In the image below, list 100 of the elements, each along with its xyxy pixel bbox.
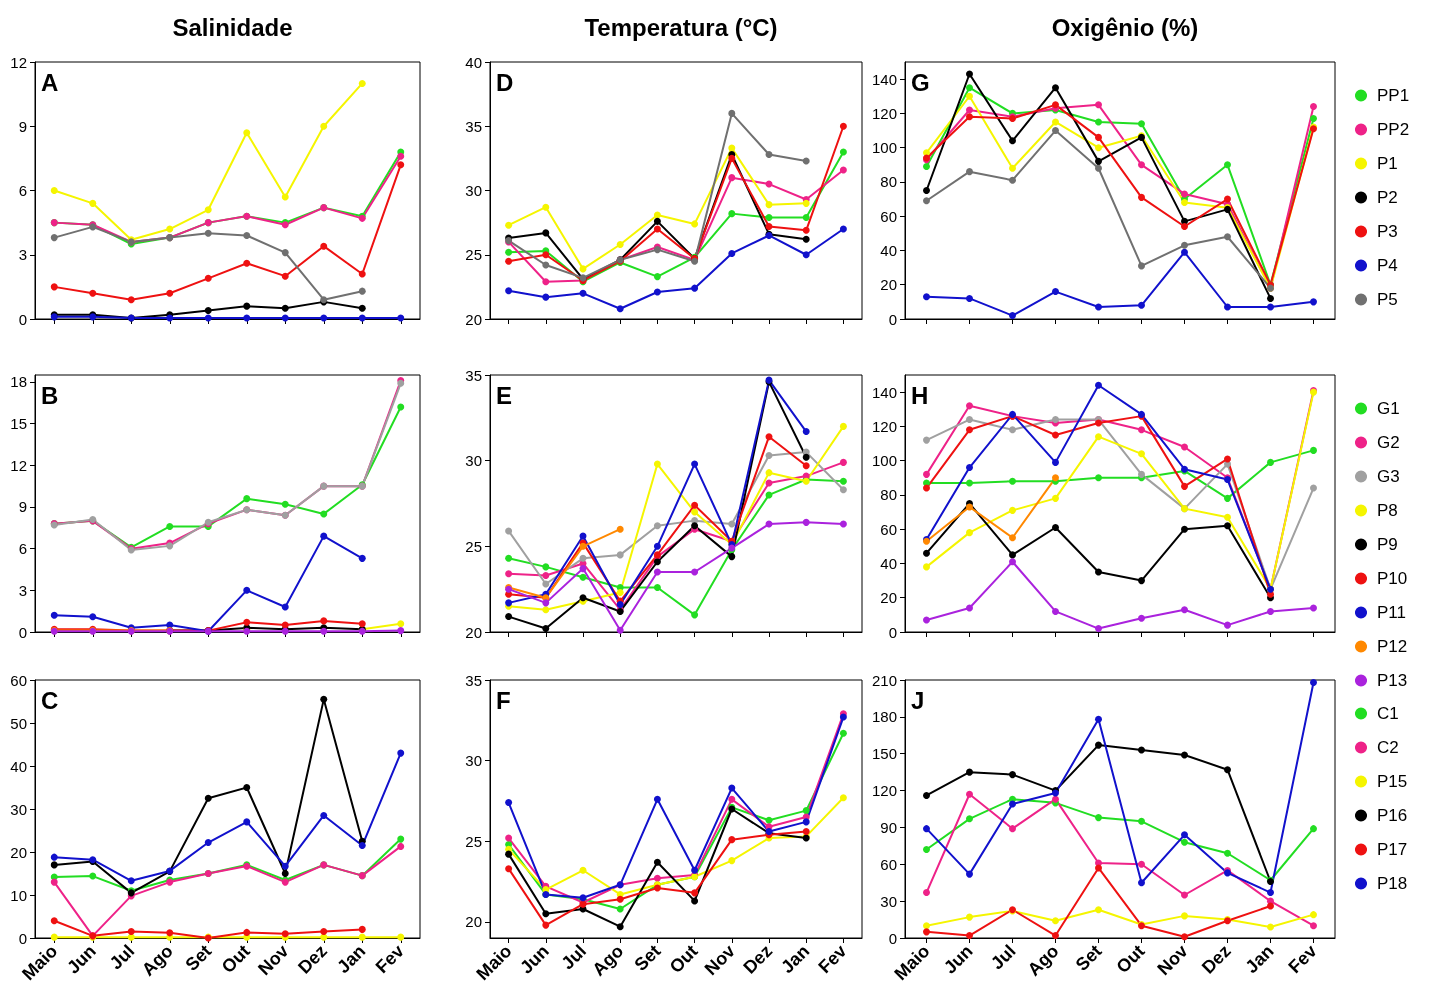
point bbox=[691, 508, 699, 516]
legend-label: C2 bbox=[1377, 738, 1399, 757]
point bbox=[923, 846, 930, 854]
point bbox=[1138, 470, 1145, 478]
point bbox=[89, 199, 97, 207]
point bbox=[320, 122, 328, 130]
point bbox=[320, 928, 328, 936]
point bbox=[802, 251, 810, 259]
point bbox=[1310, 115, 1317, 123]
point bbox=[358, 304, 366, 312]
point bbox=[691, 866, 699, 874]
point bbox=[358, 270, 366, 278]
point bbox=[966, 168, 973, 176]
point bbox=[243, 586, 251, 594]
point bbox=[1310, 484, 1317, 492]
point bbox=[966, 932, 973, 940]
point bbox=[839, 166, 847, 174]
point bbox=[966, 815, 973, 823]
point bbox=[542, 251, 550, 259]
y-tick-label: 60 bbox=[880, 855, 897, 873]
y-tick-label: 9 bbox=[18, 117, 27, 135]
point bbox=[50, 611, 58, 619]
y-tick-label: 20 bbox=[10, 843, 27, 861]
point bbox=[802, 213, 810, 221]
point bbox=[1052, 523, 1059, 531]
point bbox=[839, 477, 847, 485]
point bbox=[1009, 137, 1016, 145]
point bbox=[966, 113, 973, 121]
x-tick-label: Set bbox=[1071, 940, 1106, 975]
x-tick-label: Jun bbox=[939, 940, 977, 978]
point bbox=[691, 611, 699, 619]
point bbox=[397, 161, 405, 169]
point bbox=[966, 604, 973, 612]
point bbox=[691, 460, 699, 468]
y-tick-label: 50 bbox=[10, 714, 27, 732]
point bbox=[505, 257, 513, 265]
point bbox=[728, 857, 736, 865]
point bbox=[358, 842, 366, 850]
point bbox=[127, 877, 135, 885]
legend-label: P1 bbox=[1377, 154, 1398, 173]
point bbox=[1267, 607, 1274, 615]
point bbox=[966, 426, 973, 434]
point bbox=[320, 532, 328, 540]
point bbox=[1052, 431, 1059, 439]
point bbox=[966, 503, 973, 511]
point bbox=[1095, 741, 1102, 749]
y-tick-label: 80 bbox=[880, 486, 897, 504]
point bbox=[1181, 443, 1188, 451]
point bbox=[320, 242, 328, 250]
y-tick-label: 30 bbox=[10, 800, 27, 818]
point bbox=[1224, 621, 1231, 629]
point bbox=[1224, 233, 1231, 241]
point bbox=[542, 580, 550, 588]
y-tick-label: 30 bbox=[880, 892, 897, 910]
y-tick-label: 10 bbox=[10, 886, 27, 904]
point bbox=[728, 109, 736, 117]
point bbox=[397, 314, 405, 322]
point bbox=[1224, 766, 1231, 774]
legend-label: PP2 bbox=[1377, 120, 1410, 139]
point bbox=[281, 500, 289, 508]
point bbox=[1138, 193, 1145, 201]
y-tick-label: 35 bbox=[465, 671, 482, 689]
point bbox=[839, 486, 847, 494]
point bbox=[50, 853, 58, 861]
point bbox=[1310, 298, 1317, 306]
x-tick-label: Dez bbox=[294, 940, 331, 978]
x-tick-label: Jul bbox=[105, 940, 139, 974]
point bbox=[691, 284, 699, 292]
point bbox=[802, 453, 810, 461]
point bbox=[1095, 164, 1102, 172]
point bbox=[1181, 606, 1188, 614]
point bbox=[802, 226, 810, 234]
point bbox=[1095, 814, 1102, 822]
point bbox=[802, 462, 810, 470]
point bbox=[1181, 525, 1188, 533]
legend-label: G2 bbox=[1377, 433, 1400, 452]
point bbox=[653, 874, 661, 882]
point bbox=[839, 458, 847, 466]
point bbox=[243, 618, 251, 626]
legend-label: PP1 bbox=[1377, 86, 1410, 105]
point bbox=[1224, 455, 1231, 463]
point bbox=[839, 422, 847, 430]
point bbox=[802, 199, 810, 207]
x-tick-label: Fev bbox=[371, 940, 408, 977]
point bbox=[1009, 551, 1016, 559]
y-tick-label: 30 bbox=[465, 452, 482, 470]
point bbox=[1310, 103, 1317, 111]
y-tick-label: 40 bbox=[465, 53, 482, 71]
point bbox=[1052, 84, 1059, 92]
point bbox=[505, 527, 513, 535]
legend-label: P8 bbox=[1377, 501, 1398, 520]
y-tick-label: 60 bbox=[880, 520, 897, 538]
legend-label: C1 bbox=[1377, 704, 1399, 723]
point bbox=[1224, 513, 1231, 521]
point bbox=[89, 613, 97, 621]
point bbox=[50, 917, 58, 925]
point bbox=[1009, 477, 1016, 485]
point bbox=[166, 289, 174, 297]
point bbox=[1009, 506, 1016, 514]
point bbox=[653, 583, 661, 591]
